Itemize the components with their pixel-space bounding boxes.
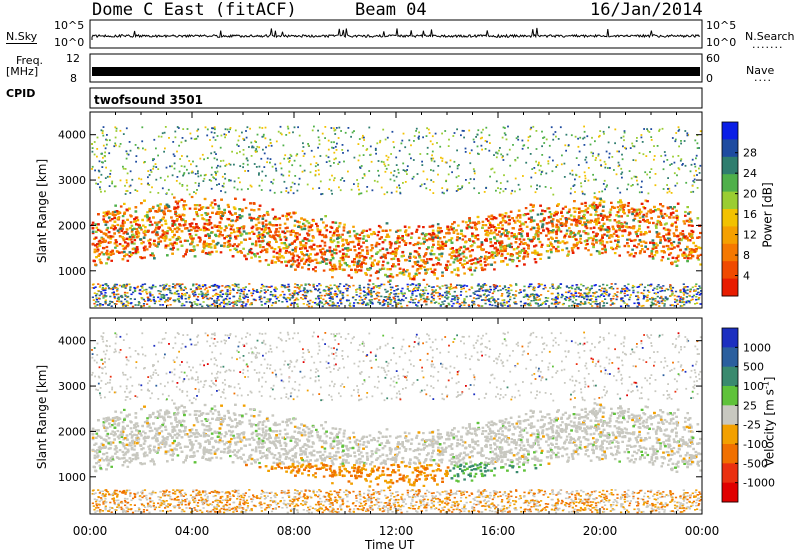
power-colorbar-swatch [722, 278, 738, 297]
velocity-colorbar-swatch [722, 328, 738, 348]
power-colorbar-tick: 4 [743, 270, 750, 283]
nsky-tick-low-right: 10^0 [706, 36, 737, 49]
velocity-colorbar-tick: -25 [743, 419, 761, 432]
velocity-colorbar-swatch [722, 386, 738, 406]
velocity-ytick-label: 4000 [58, 335, 86, 348]
velocity-colorbar-tick: 100 [743, 380, 764, 393]
xaxis-label: Time UT [365, 538, 415, 552]
chart-title: Dome C East (fitACF) [92, 0, 297, 20]
nsky-tick-low-left: 10^0 [54, 36, 85, 49]
nsky-panel [89, 19, 703, 49]
velocity-colorbar-swatch [722, 444, 738, 464]
freq-label: Freq. [16, 54, 44, 67]
power-colorbar-swatch [722, 261, 738, 280]
velocity-colorbar-label: Velocity [m s-1] [761, 376, 777, 467]
power-colorbar-swatch [722, 209, 738, 227]
power-colorbar-tick: 20 [743, 188, 757, 201]
velocity-ylabel: Slant Range [km] [35, 364, 50, 470]
velocity-axis: 1000 2000 3000 4000 [58, 318, 703, 514]
time-axis: 00:00 04:00 08:00 12:00 16:00 20:00 00:00 [73, 524, 720, 538]
xtick-label: 00:00 [73, 524, 108, 538]
power-colorbar-swatch [722, 156, 738, 175]
nsky-tick-high-left: 10^5 [54, 19, 85, 32]
velocity-colorbar-tick: 1000 [743, 341, 771, 354]
velocity-colorbar-tick: -1000 [743, 477, 775, 490]
velocity-ytick-label: 1000 [58, 471, 86, 484]
nsky-tick-high-right: 10^5 [706, 19, 737, 32]
velocity-colorbar-tick: 25 [743, 399, 757, 412]
power-colorbar-tick: 8 [743, 249, 750, 262]
beam-label: Beam 04 [355, 0, 427, 20]
nsearch-label: N.Search [745, 30, 795, 43]
nsky-label: N.Sky [6, 30, 38, 44]
velocity-scatter [91, 331, 703, 514]
power-colorbar-tick: 28 [743, 147, 757, 160]
power-colorbar-swatch [722, 174, 738, 193]
power-colorbar-swatch [722, 243, 738, 262]
freq-tick-low-left: 8 [70, 72, 77, 85]
power-colorbar-tick: 16 [743, 208, 757, 221]
power-colorbar-swatch [722, 191, 738, 210]
power-scatter [91, 125, 703, 308]
date-label: 16/Jan/2014 [590, 0, 703, 20]
velocity-colorbar: 1000 500 100 25 -25 -100 -500 -1000 [721, 327, 775, 503]
power-colorbar-tick: 24 [743, 167, 757, 180]
freq-band [92, 67, 700, 76]
power-ytick-label: 3000 [58, 174, 86, 187]
xtick-label: 04:00 [175, 524, 210, 538]
freq-tick-high-left: 12 [66, 52, 80, 65]
velocity-colorbar-swatch [722, 463, 738, 484]
power-colorbar-swatch [722, 122, 738, 140]
velocity-ytick-label: 2000 [58, 425, 86, 438]
velocity-colorbar-tick: 500 [743, 361, 764, 374]
nave-tick-high-right: 60 [706, 52, 720, 65]
power-colorbar-swatch [722, 139, 738, 158]
xtick-label: 20:00 [583, 524, 618, 538]
velocity-colorbar-tick: -500 [743, 457, 768, 470]
xtick-label: 16:00 [481, 524, 516, 538]
velocity-colorbar-swatch [722, 482, 738, 503]
power-axis: 1000 2000 3000 4000 [58, 112, 703, 308]
power-ytick-label: 2000 [58, 219, 86, 232]
power-ytick-label: 4000 [58, 129, 86, 142]
power-colorbar: 4 8 12 16 20 24 28 [721, 121, 757, 297]
nsky-trace [91, 27, 701, 40]
freq-panel [89, 53, 703, 83]
power-colorbar-swatch [722, 226, 738, 245]
power-colorbar-tick: 12 [743, 229, 757, 242]
nsearch-dots: ....... [752, 38, 784, 51]
velocity-colorbar-swatch [722, 405, 738, 426]
power-ylabel: Slant Range [km] [35, 158, 50, 264]
velocity-colorbar-tick: -100 [743, 438, 768, 451]
power-colorbar-label: Power [dB] [760, 182, 775, 248]
nave-tick-low-right: 0 [706, 72, 713, 85]
cpid-value: twofsound 3501 [94, 93, 203, 107]
xtick-label: 08:00 [277, 524, 312, 538]
nave-label: Nave [746, 64, 775, 77]
velocity-colorbar-swatch [722, 424, 738, 445]
velocity-colorbar-swatch [722, 366, 738, 387]
cpid-panel [89, 87, 703, 109]
velocity-colorbar-swatch [722, 347, 738, 368]
nave-dots: .... [754, 71, 772, 84]
cpid-label: CPID [6, 87, 36, 100]
power-ytick-label: 1000 [58, 265, 86, 278]
xtick-label: 00:00 [685, 524, 720, 538]
freq-unit-label: [MHz] [6, 65, 39, 78]
velocity-ytick-label: 3000 [58, 380, 86, 393]
xtick-label: 12:00 [379, 524, 414, 538]
